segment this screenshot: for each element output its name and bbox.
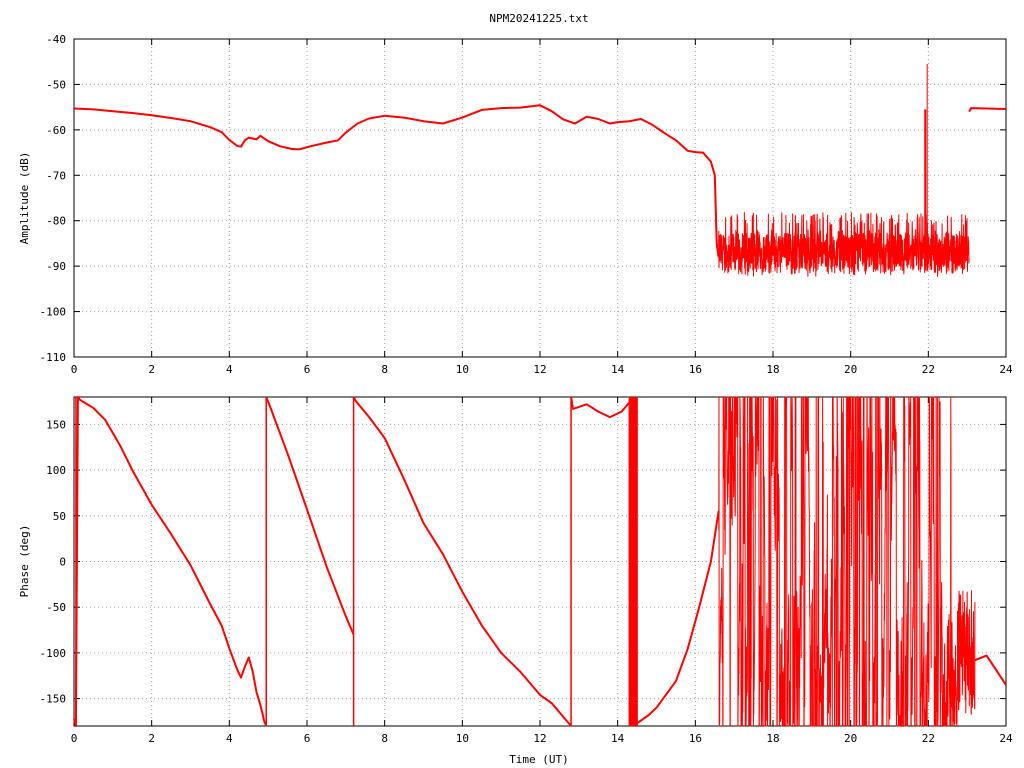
y-tick-label: -90 (46, 260, 66, 273)
y-tick-label: -50 (46, 601, 66, 614)
series-line (636, 511, 720, 725)
series-line (352, 396, 572, 727)
x-tick-label: 8 (381, 363, 388, 376)
x-tick-label: 16 (689, 732, 702, 745)
chart-title: NPM20241225.txt (489, 12, 588, 25)
amplitude-y-ticks: -110 -100 -90 -80 -70 -60 -50 -40 (40, 33, 1006, 364)
series-line (73, 396, 268, 727)
x-tick-label: 6 (304, 732, 311, 745)
y-tick-label: -100 (40, 647, 67, 660)
amplitude-y-axis-label: Amplitude (dB) (18, 152, 31, 245)
x-tick-label: 4 (226, 363, 233, 376)
x-tick-label: 18 (766, 732, 779, 745)
y-tick-label: -80 (46, 215, 66, 228)
phase-series (73, 395, 1007, 728)
y-tick-label: -60 (46, 124, 66, 137)
x-tick-label: 22 (922, 732, 935, 745)
series-line (265, 396, 355, 635)
phase-y-ticks: -150 -100 -50 0 50 100 150 (40, 418, 1006, 706)
y-tick-label: -100 (40, 306, 67, 319)
x-tick-label: 18 (766, 363, 779, 376)
x-tick-label: 24 (999, 732, 1013, 745)
x-tick-label: 4 (226, 732, 233, 745)
x-tick-label: 22 (922, 363, 935, 376)
y-tick-label: -110 (40, 351, 67, 364)
amplitude-panel: -110-100-90-80-70-60-50-40 0 2 4 6 8 10 12 14 16… (18, 33, 1013, 376)
amplitude-series (73, 63, 1007, 277)
series-noise (718, 395, 976, 728)
x-tick-label: 12 (533, 732, 546, 745)
x-tick-label: 16 (689, 363, 702, 376)
x-tick-label: 20 (844, 363, 857, 376)
x-axis-label: Time (UT) (509, 753, 569, 766)
amplitude-x-ticks: 0 2 4 6 8 10 12 14 16 18 20 22 24 (71, 39, 1013, 376)
x-tick-label: 14 (611, 732, 625, 745)
y-tick-label: -70 (46, 169, 66, 182)
y-tick-label: 50 (53, 510, 66, 523)
x-tick-label: 24 (999, 363, 1013, 376)
x-tick-label: 0 (71, 732, 78, 745)
series-line (974, 654, 1007, 686)
x-tick-label: 10 (456, 732, 469, 745)
x-tick-label: 10 (456, 363, 469, 376)
y-tick-label: -150 (40, 693, 67, 706)
x-tick-label: 0 (71, 363, 78, 376)
x-tick-label: 2 (148, 363, 155, 376)
y-tick-label: 150 (46, 418, 66, 431)
y-tick-label: 100 (46, 464, 66, 477)
series-line (73, 104, 720, 258)
x-tick-label: 6 (304, 363, 311, 376)
y-tick-label: 0 (59, 556, 66, 569)
x-tick-label: 12 (533, 363, 546, 376)
x-tick-label: 2 (148, 732, 155, 745)
x-tick-label: 14 (611, 363, 625, 376)
x-tick-label: 8 (381, 732, 388, 745)
x-tick-label: 20 (844, 732, 857, 745)
y-tick-label: -50 (46, 78, 66, 91)
y-tick-label: -40 (46, 33, 66, 46)
phase-y-axis-label: Phase (deg) (18, 525, 31, 598)
series-line (570, 396, 631, 419)
series-line (968, 107, 1007, 113)
